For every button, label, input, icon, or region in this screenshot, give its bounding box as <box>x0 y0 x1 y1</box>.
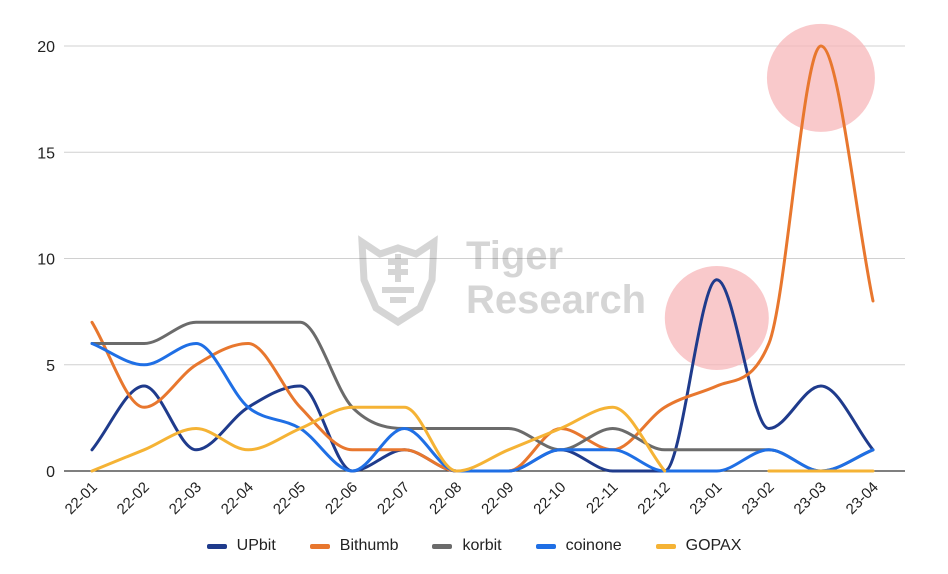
x-tick-label: 22-01 <box>62 479 101 518</box>
y-tick-label: 15 <box>37 145 55 162</box>
x-tick-label: 22-05 <box>270 479 309 518</box>
series-line-korbit <box>90 320 875 473</box>
legend-item-coinone: coinone <box>535 537 622 555</box>
legend-label: UPbit <box>236 537 276 554</box>
y-tick-label: 5 <box>46 358 55 375</box>
legend-item-upbit: UPbit <box>206 537 276 555</box>
x-tick-label: 23-03 <box>791 479 830 518</box>
highlight-circle <box>664 266 769 370</box>
legend-swatch <box>309 543 330 549</box>
y-tick-label: 0 <box>46 464 55 481</box>
x-tick-label: 22-10 <box>530 479 569 518</box>
x-tick-label: 22-11 <box>583 479 621 517</box>
legend-label: coinone <box>565 537 622 554</box>
legend-label: Bithumb <box>339 537 399 554</box>
series-line-gopax <box>90 405 667 473</box>
y-tick-label: 20 <box>37 39 55 56</box>
x-tick-label: 22-02 <box>114 479 153 518</box>
x-tick-label: 23-02 <box>739 479 778 518</box>
legend-item-gopax: GOPAX <box>655 537 742 555</box>
x-axis-ticks: 22-01 22-02 22-03 22-04 22-05 22-06 22-07 22-08… <box>62 479 882 518</box>
legend: UPbit Bithumb korbit coinone GOPAX <box>0 537 948 555</box>
legend-item-bithumb: Bithumb <box>309 537 399 555</box>
legend-swatch <box>432 543 453 549</box>
series-line-bithumb <box>90 44 875 473</box>
x-tick-label: 22-06 <box>322 479 361 518</box>
x-tick-label: 22-12 <box>634 479 673 518</box>
x-tick-label: 23-04 <box>843 479 882 518</box>
legend-swatch <box>535 543 556 549</box>
x-tick-label: 22-04 <box>218 479 257 518</box>
series-lines <box>90 44 875 473</box>
legend-label: GOPAX <box>685 537 742 554</box>
legend-swatch <box>655 543 676 549</box>
x-tick-label: 22-08 <box>426 479 465 518</box>
y-axis-ticks: 0 5 10 15 20 <box>37 39 55 481</box>
legend-swatch <box>206 543 227 549</box>
x-tick-label: 22-09 <box>478 479 517 518</box>
x-tick-label: 22-07 <box>374 479 413 518</box>
x-tick-label: 22-03 <box>166 479 205 518</box>
y-tick-label: 10 <box>37 252 55 269</box>
x-tick-label: 23-01 <box>686 479 725 518</box>
highlight-circles <box>664 23 875 370</box>
legend-label: korbit <box>462 537 502 554</box>
highlight-circle <box>766 23 875 132</box>
legend-item-korbit: korbit <box>432 537 502 555</box>
